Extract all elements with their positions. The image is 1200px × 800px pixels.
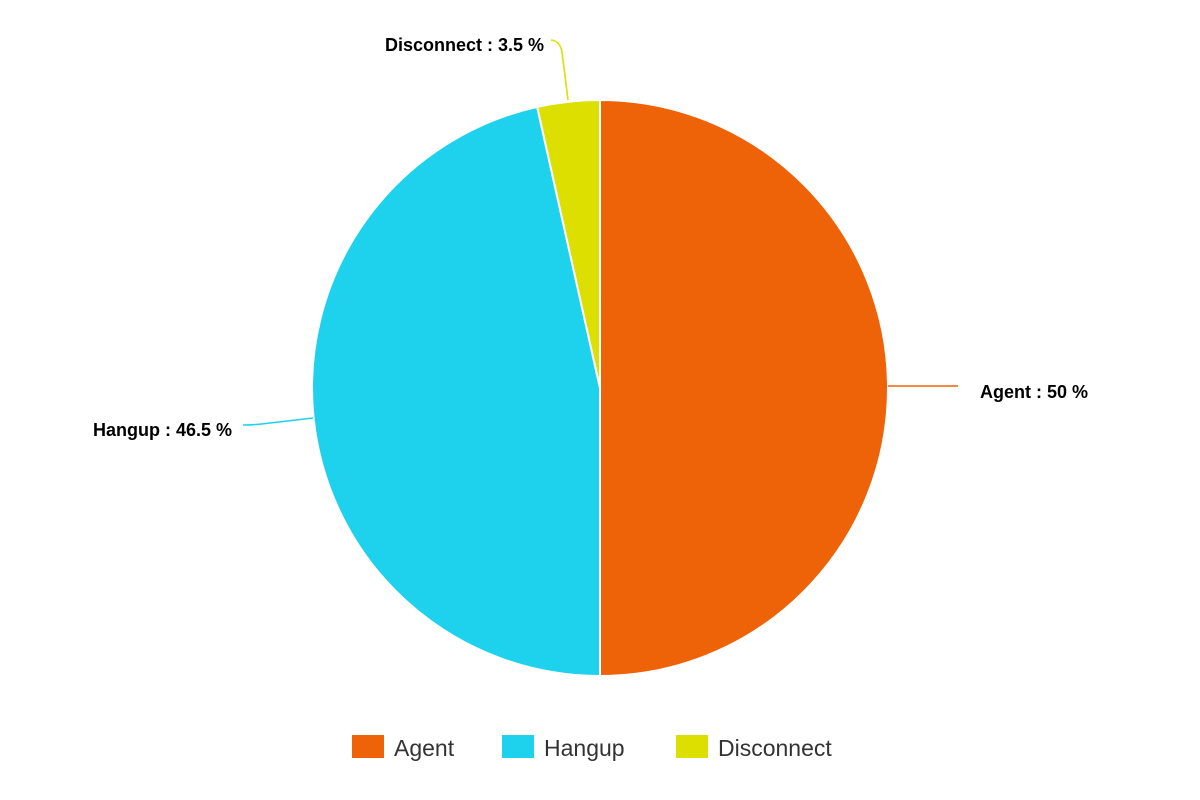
legend-item-disconnect[interactable]: Disconnect: [676, 735, 832, 761]
legend: Agent Hangup Disconnect: [352, 735, 832, 761]
data-label-hangup: Hangup : 46.5 %: [93, 420, 232, 440]
legend-swatch-disconnect: [676, 735, 708, 758]
connector-disconnect: [550, 39, 569, 101]
pie-slices: [311, 99, 889, 677]
legend-label-agent: Agent: [394, 735, 455, 761]
pie-slice-disconnect[interactable]: [536, 99, 601, 389]
pie-slice-agent[interactable]: [599, 99, 889, 677]
legend-swatch-hangup: [502, 735, 534, 758]
label-connectors: [242, 39, 958, 426]
connector-hangup: [242, 417, 314, 426]
pie-slice-hangup[interactable]: [311, 105, 601, 677]
data-label-agent: Agent : 50 %: [980, 382, 1088, 402]
legend-item-hangup[interactable]: Hangup: [502, 735, 625, 761]
data-label-disconnect: Disconnect : 3.5 %: [385, 35, 544, 55]
legend-label-disconnect: Disconnect: [718, 735, 832, 761]
data-labels: Agent : 50 % Hangup : 46.5 % Disconnect : …: [93, 35, 1088, 440]
legend-swatch-agent: [352, 735, 384, 758]
legend-item-agent[interactable]: Agent: [352, 735, 455, 761]
legend-label-hangup: Hangup: [544, 735, 625, 761]
